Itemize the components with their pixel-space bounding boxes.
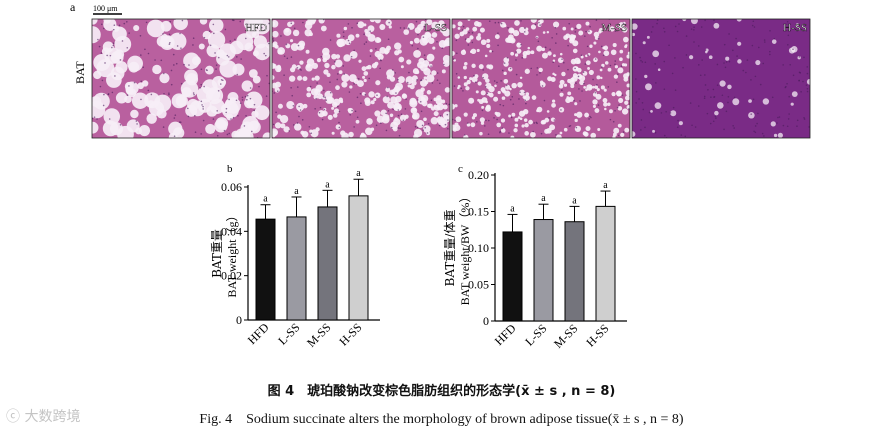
x-tick-label-l-ss: L-SS	[275, 320, 302, 347]
tile-label-l-ss: L-SS	[424, 22, 447, 34]
y-axis-label-en: BAT weight/BW（%）	[458, 191, 472, 306]
bar-m-ss	[317, 206, 338, 321]
x-tick-label-hfd: HFD	[492, 321, 519, 348]
chart-bat-weight-ratio: c BAT重量/体重 BAT weight/BW（%） 0 0.05 0.10 0.15 0.…	[443, 163, 627, 351]
y-tick-label: 0	[236, 313, 242, 327]
histology-tile-l-ss: L-SS	[271, 18, 451, 139]
panel-letter-c: c	[458, 163, 463, 175]
bar-h-ss	[348, 195, 369, 321]
panel-letter-a: a	[70, 0, 76, 14]
y-axis-label-zh: BAT重量/体重	[443, 210, 457, 287]
y-tick-label: 0.06	[221, 180, 242, 194]
x-tick-label-h-ss: H-SS	[336, 320, 364, 348]
y-tick-label: 0.04	[221, 224, 242, 238]
significance-label: a	[294, 186, 299, 197]
caption-english: Fig. 4 Sodium succinate alters the morph…	[199, 412, 684, 427]
bar-hfd	[255, 218, 276, 321]
y-axis-label-en: BAT weight（g）	[225, 209, 239, 297]
caption-chinese: 图 4 琥珀酸钠改变棕色脂肪组织的形态学(x̄ ± s , n = 8)	[267, 384, 616, 399]
panel-letter-b: b	[227, 163, 233, 175]
x-tick-label-l-ss: L-SS	[522, 321, 549, 348]
y-tick-label: 0.02	[221, 269, 242, 283]
histology-tile-hfd: HFD	[91, 18, 271, 139]
x-tick-label-hfd: HFD	[245, 320, 272, 347]
y-tick-label: 0.10	[468, 241, 489, 255]
chart-bat-weight: b BAT重量 BAT weight（g） 0 0.02 0.04 0.06 a HFD a L-S…	[210, 163, 380, 350]
tile-label-hfd: HFD	[245, 22, 267, 34]
tile-label-h-ss: H-SS	[783, 22, 807, 34]
y-axis-label-zh: BAT重量	[210, 229, 224, 278]
bar-l-ss	[286, 216, 307, 321]
tile-label-m-ss: M-SS	[601, 22, 627, 34]
x-tick-label-m-ss: M-SS	[551, 321, 581, 351]
significance-label: a	[603, 180, 608, 191]
significance-label: a	[572, 195, 577, 206]
scale-bar-label: 100 μm	[93, 4, 118, 13]
significance-label: a	[325, 179, 330, 190]
bar-hfd	[502, 231, 523, 322]
significance-label: a	[510, 203, 515, 214]
y-tick-label: 0.20	[468, 168, 489, 182]
bar-h-ss	[595, 205, 616, 322]
x-tick-label-m-ss: M-SS	[304, 320, 334, 350]
significance-label: a	[541, 193, 546, 204]
significance-label: a	[263, 194, 268, 205]
watermark: ⓒ 大数跨境	[6, 409, 81, 425]
y-tick-label: 0	[483, 314, 489, 328]
row-label-bat: BAT	[73, 61, 87, 84]
bar-m-ss	[564, 221, 585, 322]
histology-panel: a 100 μm BAT HFD L-SS M-SS H-SS	[70, 0, 811, 139]
x-tick-label-h-ss: H-SS	[583, 321, 611, 349]
y-tick-label: 0.15	[468, 205, 489, 219]
bar-l-ss	[533, 219, 554, 322]
y-tick-label: 0.05	[468, 278, 489, 292]
histology-tile-h-ss: H-SS	[631, 18, 811, 139]
significance-label: a	[356, 168, 361, 179]
histology-tile-m-ss: M-SS	[451, 18, 631, 139]
